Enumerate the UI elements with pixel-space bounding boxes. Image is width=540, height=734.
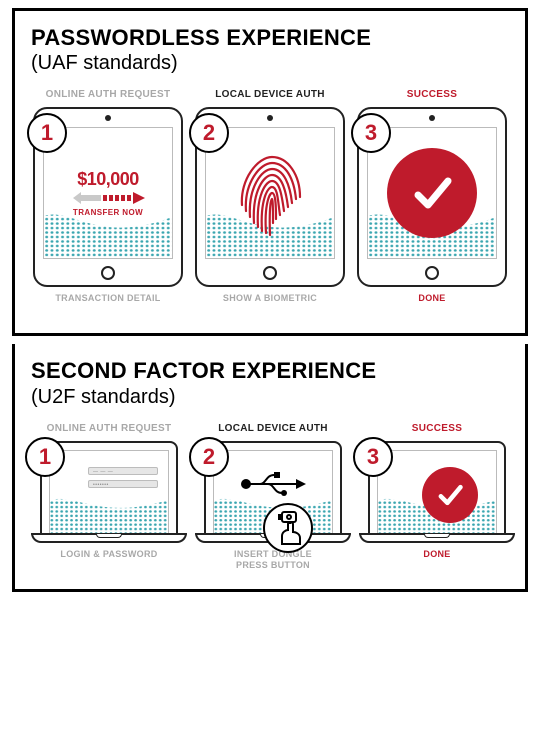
step-number: 2: [203, 444, 215, 470]
transaction-content: $10,000: [44, 128, 172, 258]
password-field-icon: •••••••: [88, 480, 158, 488]
step-number-badge: 1: [25, 437, 65, 477]
u2f-step-3-top-label: SUCCESS: [412, 423, 462, 435]
uaf-step-2: LOCAL DEVICE AUTH 2: [193, 89, 347, 315]
success-content: [378, 451, 496, 533]
tablet-home-button-icon: [101, 266, 115, 280]
tablet-home-button-icon: [263, 266, 277, 280]
transfer-arrow-icon: [63, 190, 153, 206]
u2f-step-1-bottom-label: LOGIN & PASSWORD: [60, 549, 157, 571]
uaf-step-3: SUCCESS 3: [355, 89, 509, 315]
panel-uaf-subtitle: (UAF standards): [31, 52, 509, 75]
step-number: 3: [365, 120, 377, 146]
success-content: [368, 128, 496, 258]
tablet-camera-icon: [267, 115, 273, 121]
uaf-step-1-top-label: ONLINE AUTH REQUEST: [46, 89, 171, 101]
uaf-step-3-bottom-label: DONE: [418, 293, 445, 315]
fingerprint-content: [206, 128, 334, 258]
username-field-icon: — — —: [88, 467, 158, 475]
step-number: 3: [367, 444, 379, 470]
dongle-press-icon: [263, 503, 313, 553]
fingerprint-icon: [230, 145, 310, 241]
step-number: 1: [39, 444, 51, 470]
transaction-amount: $10,000: [77, 169, 139, 190]
uaf-step-1-bottom-label: TRANSACTION DETAIL: [55, 293, 160, 315]
login-fields: — — — •••••••: [88, 467, 158, 488]
usb-icon: [238, 471, 308, 497]
tablet-screen: [367, 127, 497, 259]
u2f-step-1-top-label: ONLINE AUTH REQUEST: [47, 423, 172, 435]
uaf-step-2-top-label: LOCAL DEVICE AUTH: [215, 89, 325, 101]
dongle-overlay: [263, 503, 313, 553]
step-number-badge: 3: [353, 437, 393, 477]
u2f-step-2-top-label: LOCAL DEVICE AUTH: [218, 423, 328, 435]
tablet-home-button-icon: [425, 266, 439, 280]
u2f-step-2: LOCAL DEVICE AUTH 2: [195, 423, 351, 572]
uaf-step-3-top-label: SUCCESS: [407, 89, 457, 101]
laptop-screen: [377, 450, 497, 533]
step-number: 1: [41, 120, 53, 146]
step-number-badge: 2: [189, 437, 229, 477]
success-check-icon: [422, 467, 478, 523]
panel-u2f: SECOND FACTOR EXPERIENCE (U2F standards)…: [12, 344, 528, 592]
panel-uaf-title: PASSWORDLESS EXPERIENCE: [31, 25, 509, 50]
transfer-cta: TRANSFER NOW: [73, 208, 143, 217]
u2f-steps-row: ONLINE AUTH REQUEST 1: [31, 423, 509, 572]
panel-u2f-title: SECOND FACTOR EXPERIENCE: [31, 358, 509, 383]
tablet-screen: [205, 127, 335, 259]
step-number: 2: [203, 120, 215, 146]
tablet-camera-icon: [105, 115, 111, 121]
uaf-step-1: ONLINE AUTH REQUEST 1: [31, 89, 185, 315]
laptop-screen: — — — •••••••: [49, 450, 169, 533]
u2f-step-3-bottom-label: DONE: [423, 549, 450, 571]
success-check-icon: [387, 148, 477, 238]
panel-uaf: PASSWORDLESS EXPERIENCE (UAF standards) …: [12, 8, 528, 336]
tablet-camera-icon: [429, 115, 435, 121]
panel-u2f-subtitle: (U2F standards): [31, 386, 509, 409]
uaf-step-2-bottom-label: SHOW A BIOMETRIC: [223, 293, 317, 315]
u2f-step-1: ONLINE AUTH REQUEST 1: [31, 423, 187, 572]
uaf-steps-row: ONLINE AUTH REQUEST 1: [31, 89, 509, 315]
u2f-step-3: SUCCESS 3: [359, 423, 515, 572]
tablet-screen: $10,000: [43, 127, 173, 259]
